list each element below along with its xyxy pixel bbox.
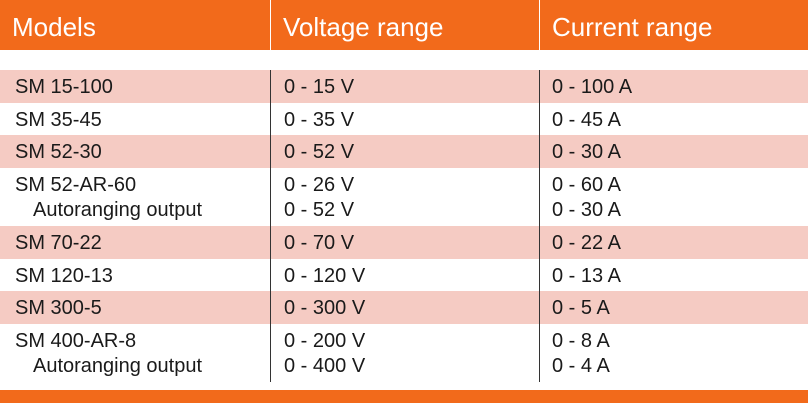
model-cell: SM 70-22 <box>15 232 102 254</box>
voltage-value: 0 - 400 V <box>284 355 366 377</box>
current-cell: 0 - 8 A 0 - 4 A <box>552 324 802 379</box>
table-row: SM 70-22 0 - 70 V 0 - 22 A <box>0 226 808 259</box>
header-current-range: Current range <box>552 12 713 42</box>
model-name: SM 400-AR-8 <box>15 330 137 352</box>
current-cell: 0 - 13 A <box>552 265 621 287</box>
voltage-value: 0 - 26 V <box>284 174 355 196</box>
table-row: SM 35-45 0 - 35 V 0 - 45 A <box>0 103 808 135</box>
voltage-cell: 0 - 120 V <box>284 265 366 287</box>
current-value: 0 - 60 A <box>552 174 621 196</box>
header-separator <box>539 0 540 50</box>
header-voltage-range: Voltage range <box>283 12 444 42</box>
model-name: SM 52-AR-60 <box>15 174 137 196</box>
current-cell: 0 - 45 A <box>552 109 621 131</box>
current-cell: 0 - 5 A <box>552 297 610 319</box>
footer-bar <box>0 390 808 403</box>
model-cell: SM 15-100 <box>15 76 113 98</box>
voltage-cell: 0 - 70 V <box>284 232 355 254</box>
current-cell: 0 - 22 A <box>552 232 621 254</box>
voltage-cell: 0 - 200 V 0 - 400 V <box>284 324 534 379</box>
voltage-cell: 0 - 35 V <box>284 109 355 131</box>
models-table: SM 15-100 0 - 15 V 0 - 100 A SM 35-45 0 … <box>0 70 808 382</box>
model-subtitle: Autoranging output <box>33 355 203 377</box>
voltage-cell: 0 - 52 V <box>284 141 355 163</box>
model-subtitle: Autoranging output <box>33 199 203 221</box>
table-row: SM 400-AR-8 Autoranging output 0 - 200 V… <box>0 324 808 382</box>
header-separator <box>270 0 271 50</box>
table-row: SM 300-5 0 - 300 V 0 - 5 A <box>0 291 808 324</box>
voltage-cell: 0 - 26 V 0 - 52 V <box>284 168 534 223</box>
model-cell: SM 52-AR-60 Autoranging output <box>15 168 265 223</box>
model-cell: SM 35-45 <box>15 109 102 131</box>
current-value: 0 - 4 A <box>552 355 610 377</box>
model-cell: SM 120-13 <box>15 265 113 287</box>
header-models: Models <box>12 12 96 42</box>
current-value: 0 - 8 A <box>552 330 610 352</box>
voltage-cell: 0 - 15 V <box>284 76 355 98</box>
voltage-value: 0 - 52 V <box>284 199 355 221</box>
table-header: Models Voltage range Current range <box>0 0 808 50</box>
current-cell: 0 - 30 A <box>552 141 621 163</box>
column-divider <box>270 70 271 382</box>
table-row: SM 52-30 0 - 52 V 0 - 30 A <box>0 135 808 168</box>
current-value: 0 - 30 A <box>552 199 621 221</box>
column-divider <box>539 70 540 382</box>
table-row: SM 15-100 0 - 15 V 0 - 100 A <box>0 70 808 103</box>
voltage-cell: 0 - 300 V <box>284 297 366 319</box>
current-cell: 0 - 100 A <box>552 76 633 98</box>
table-row: SM 120-13 0 - 120 V 0 - 13 A <box>0 259 808 291</box>
table-row: SM 52-AR-60 Autoranging output 0 - 26 V … <box>0 168 808 226</box>
current-cell: 0 - 60 A 0 - 30 A <box>552 168 802 223</box>
voltage-value: 0 - 200 V <box>284 330 366 352</box>
model-cell: SM 400-AR-8 Autoranging output <box>15 324 265 379</box>
model-cell: SM 52-30 <box>15 141 102 163</box>
model-cell: SM 300-5 <box>15 297 102 319</box>
